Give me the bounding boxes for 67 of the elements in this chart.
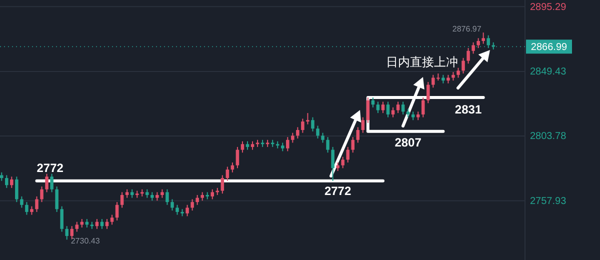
candlestick [45, 173, 48, 193]
candlestick [391, 106, 395, 118]
candlestick [25, 202, 28, 216]
candlestick [456, 67, 460, 78]
candlestick [210, 188, 214, 200]
y-tick-label: 2895.29 [530, 2, 567, 13]
candlestick [55, 186, 58, 212]
candlestick [331, 146, 334, 182]
candlestick [70, 226, 74, 240]
candlestick [75, 221, 79, 232]
candlestick [301, 118, 304, 134]
candlestick [170, 198, 174, 212]
candlestick [220, 174, 224, 194]
candlestick [115, 202, 119, 221]
candlestick [486, 34, 490, 49]
candlestick [316, 125, 320, 139]
ref-line-label: 2866.99 [530, 42, 568, 54]
candlestick [476, 38, 480, 49]
candlestick [196, 194, 199, 206]
annotation: 2730.43 [70, 236, 100, 246]
candlestick [190, 198, 194, 212]
candlestick [296, 126, 300, 139]
candlestick [291, 132, 294, 144]
candlestick [60, 206, 64, 232]
candlestick [482, 32, 485, 44]
candlestick [311, 116, 314, 132]
candlestick [240, 140, 244, 154]
ref-line-label: 2807 [394, 135, 422, 150]
candlestick [110, 214, 114, 226]
candlestick [401, 101, 405, 115]
candlestick [351, 136, 355, 154]
candlestick [166, 188, 169, 206]
candlestick [462, 57, 465, 74]
candlestick [20, 196, 24, 208]
candlestick [10, 176, 14, 188]
candlestick [50, 173, 54, 193]
annotation: 日内直接上冲 [386, 55, 458, 69]
y-tick-label: 2757.93 [530, 196, 567, 207]
y-tick-label: 2849.43 [530, 66, 567, 78]
candlestick [426, 81, 430, 104]
candlestick [306, 112, 310, 125]
candlestick [361, 116, 365, 134]
candlestick [120, 192, 124, 208]
candlestick [176, 204, 179, 216]
candlestick [5, 174, 8, 188]
candlestick [226, 166, 230, 182]
candlestick [356, 126, 360, 144]
ref-line-label: 2831 [454, 102, 482, 116]
candlestick [346, 146, 350, 163]
candlestick [466, 48, 470, 64]
candlestick [186, 204, 189, 217]
candlestick [421, 97, 425, 118]
candlestick [286, 136, 290, 152]
candlestick [40, 186, 44, 203]
candlestick [326, 136, 330, 154]
annotation: 2772 [324, 184, 352, 198]
candlestick [65, 226, 68, 240]
annotation: 2876.97 [452, 24, 482, 34]
candlestick [321, 132, 324, 144]
candlestick [386, 101, 390, 118]
candlestick [15, 176, 18, 203]
candlestick [236, 146, 240, 169]
candlestick [472, 42, 475, 54]
ref-line-label: 2772 [36, 160, 64, 175]
candlestick [341, 156, 344, 169]
candlestick [35, 196, 38, 212]
y-tick-label: 2803.78 [530, 131, 567, 142]
